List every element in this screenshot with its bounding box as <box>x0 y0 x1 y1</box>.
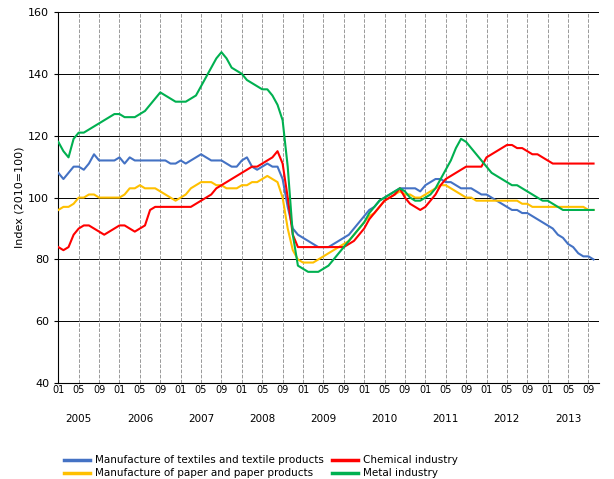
Text: 2005: 2005 <box>66 414 92 424</box>
Text: 2010: 2010 <box>371 414 398 424</box>
Text: 2008: 2008 <box>249 414 275 424</box>
Y-axis label: Index (2010=100): Index (2010=100) <box>14 147 24 248</box>
Text: 2007: 2007 <box>188 414 214 424</box>
Text: 2011: 2011 <box>432 414 459 424</box>
Text: 2006: 2006 <box>126 414 153 424</box>
Text: 2013: 2013 <box>555 414 581 424</box>
Text: 2012: 2012 <box>494 414 520 424</box>
Legend: Manufacture of textiles and textile products, Manufacture of paper and paper pro: Manufacture of textiles and textile prod… <box>63 455 458 479</box>
Text: 2009: 2009 <box>310 414 336 424</box>
